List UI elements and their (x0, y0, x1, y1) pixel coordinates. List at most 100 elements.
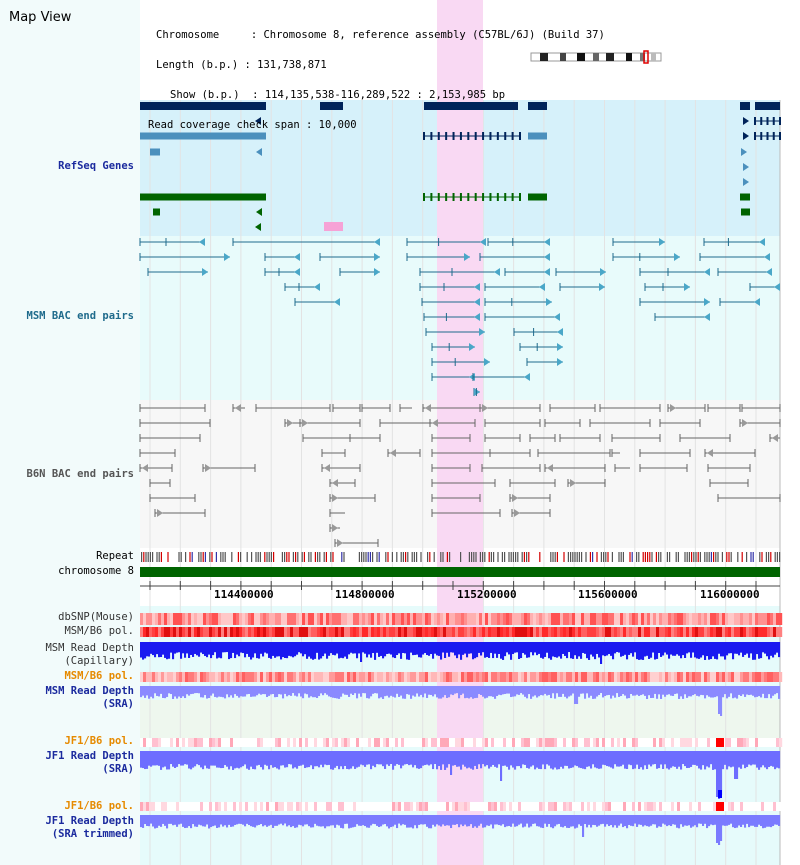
msm-capillary-depth-bar (322, 642, 325, 657)
track-label-refseq[interactable]: RefSeq Genes (58, 160, 134, 172)
msm-capillary-depth-bar (658, 642, 661, 653)
repeat-mark (314, 552, 316, 562)
jf1-pol2-heat (737, 802, 741, 811)
track-label-jf1-depth-trimmed[interactable]: JF1 Read Depth (45, 815, 134, 827)
msm-pol-heat (641, 627, 645, 637)
repeat-mark (211, 552, 213, 562)
msm-capillary-depth-bar (768, 642, 771, 660)
track-label-chromosome[interactable]: chromosome 8 (58, 565, 134, 577)
track-label-msm-depth-sra[interactable]: MSM Read Depth (45, 685, 134, 697)
jf1-sra-depth-bar (308, 751, 311, 768)
msm-sra-depth-bar (692, 686, 695, 696)
msm-pol-heat (707, 627, 711, 637)
msm-sra-depth-bar (536, 686, 539, 698)
jf1-trimmed-depth-bar (614, 815, 617, 826)
msm-pol2-heat (293, 672, 297, 682)
jf1-pol-heat (323, 738, 327, 747)
msm-capillary-depth-bar (276, 642, 279, 657)
track-label-jf1-depth-sra[interactable]: JF1 Read Depth (45, 750, 134, 762)
msm-bac-arrow (334, 298, 340, 306)
msm-pol-heat (725, 627, 729, 637)
jf1-pol-heat (179, 738, 183, 747)
msm-sra-depth-bar (284, 686, 287, 694)
msm-pol2-heat (572, 672, 576, 682)
msm-pol2-heat (434, 672, 438, 682)
msm-pol-heat (743, 627, 747, 637)
jf1-trimmed-depth-bar (546, 815, 549, 827)
track-label-repeat[interactable]: Repeat (96, 550, 134, 562)
msm-pol-heat (149, 627, 153, 637)
jf1-pol-heat (704, 738, 708, 747)
jf1-pol2-heat (182, 802, 186, 811)
jf1-trimmed-depth-bar (572, 815, 575, 827)
msm-pol2-heat (383, 672, 387, 682)
track-label-jf1-b6-pol-2[interactable]: JF1/B6 pol. (64, 800, 134, 812)
repeat-mark (600, 552, 602, 562)
jf1-trimmed-depth-bar (146, 815, 149, 826)
track-label-msm-b6-pol[interactable]: MSM/B6 pol. (64, 625, 134, 637)
msm-capillary-depth-bar (564, 642, 567, 656)
jf1-trimmed-depth-bar (754, 815, 757, 827)
jf1-trimmed-depth-bar (548, 815, 551, 825)
repeat-mark (259, 552, 261, 562)
jf1-trimmed-depth-bar (290, 815, 293, 828)
jf1-pol2-heat (590, 802, 594, 811)
jf1-sra-depth-bar (612, 751, 615, 769)
jf1-pol-heat (254, 738, 258, 747)
refseq-gene (740, 102, 750, 110)
jf1-sra-depth-bar (456, 751, 459, 767)
msm-pol-heat (368, 627, 372, 637)
msm-pol2-heat (716, 672, 720, 682)
jf1-pol-heat (233, 738, 237, 747)
b6n-bac-arrow (332, 479, 338, 487)
msm-sra-depth-bar (768, 686, 771, 695)
ruler-tick-label: 115600000 (578, 588, 638, 601)
jf1-trimmed-depth-bar (418, 815, 421, 825)
jf1-pol-heat (554, 738, 558, 747)
msm-capillary-depth-bar (548, 642, 551, 659)
msm-pol-heat (263, 627, 267, 637)
jf1-pol-heat (767, 738, 771, 747)
msm-sra-depth-bar (436, 686, 439, 698)
jf1-trimmed-depth-bar (288, 815, 291, 826)
track-label-b6n-bac[interactable]: B6N BAC end pairs (26, 468, 134, 480)
jf1-trimmed-depth-bar (742, 815, 745, 825)
repeat-mark (688, 552, 690, 562)
jf1-trimmed-depth-bar (440, 815, 443, 827)
msm-capillary-depth-bar (600, 642, 603, 664)
jf1-pol2-heat (494, 802, 498, 811)
track-label-msm-depth-capillary[interactable]: MSM Read Depth (45, 642, 134, 654)
msm-capillary-depth-bar (328, 642, 331, 656)
msm-capillary-depth-bar (234, 642, 237, 659)
msm-pol2-heat (314, 672, 318, 682)
msm-pol2-heat (776, 672, 780, 682)
msm-sra-depth-bar (244, 686, 247, 697)
msm-sra-depth-bar (702, 686, 705, 696)
track-label-dbsnp[interactable]: dbSNP(Mouse) (58, 611, 134, 623)
jf1-sra-depth-bar (676, 751, 679, 769)
msm-sra-depth-bar (462, 686, 465, 694)
msm-pol-heat (614, 627, 618, 637)
jf1-trimmed-depth-bar (776, 815, 779, 825)
msm-pol2-heat (593, 672, 597, 682)
jf1-pol2-heat (272, 802, 276, 811)
jf1-sra-depth-bar (188, 751, 191, 769)
jf1-sra-depth-bar (494, 751, 497, 767)
msm-capillary-depth-bar (488, 642, 491, 658)
repeat-mark (493, 552, 495, 562)
jf1-sra-depth-bar (774, 751, 777, 770)
track-label-jf1-b6-pol[interactable]: JF1/B6 pol. (64, 735, 134, 747)
track-label-msm-bac[interactable]: MSM BAC end pairs (26, 310, 134, 322)
msm-pol2-heat (365, 672, 369, 682)
msm-pol2-heat (725, 672, 729, 682)
jf1-pol2-heat (542, 802, 546, 811)
track-label-msm-b6-pol-2[interactable]: MSM/B6 pol. (64, 670, 134, 682)
jf1-pol2-heat (647, 802, 651, 811)
jf1-pol-heat (296, 738, 300, 747)
dbsnp-heat (275, 613, 279, 625)
msm-pol2-heat (143, 672, 147, 682)
jf1-trimmed-depth-bar (312, 815, 315, 828)
msm-bac-arrow (202, 268, 208, 276)
jf1-trimmed-depth-bar (430, 815, 433, 829)
jf1-sra-depth-bar (640, 751, 643, 768)
